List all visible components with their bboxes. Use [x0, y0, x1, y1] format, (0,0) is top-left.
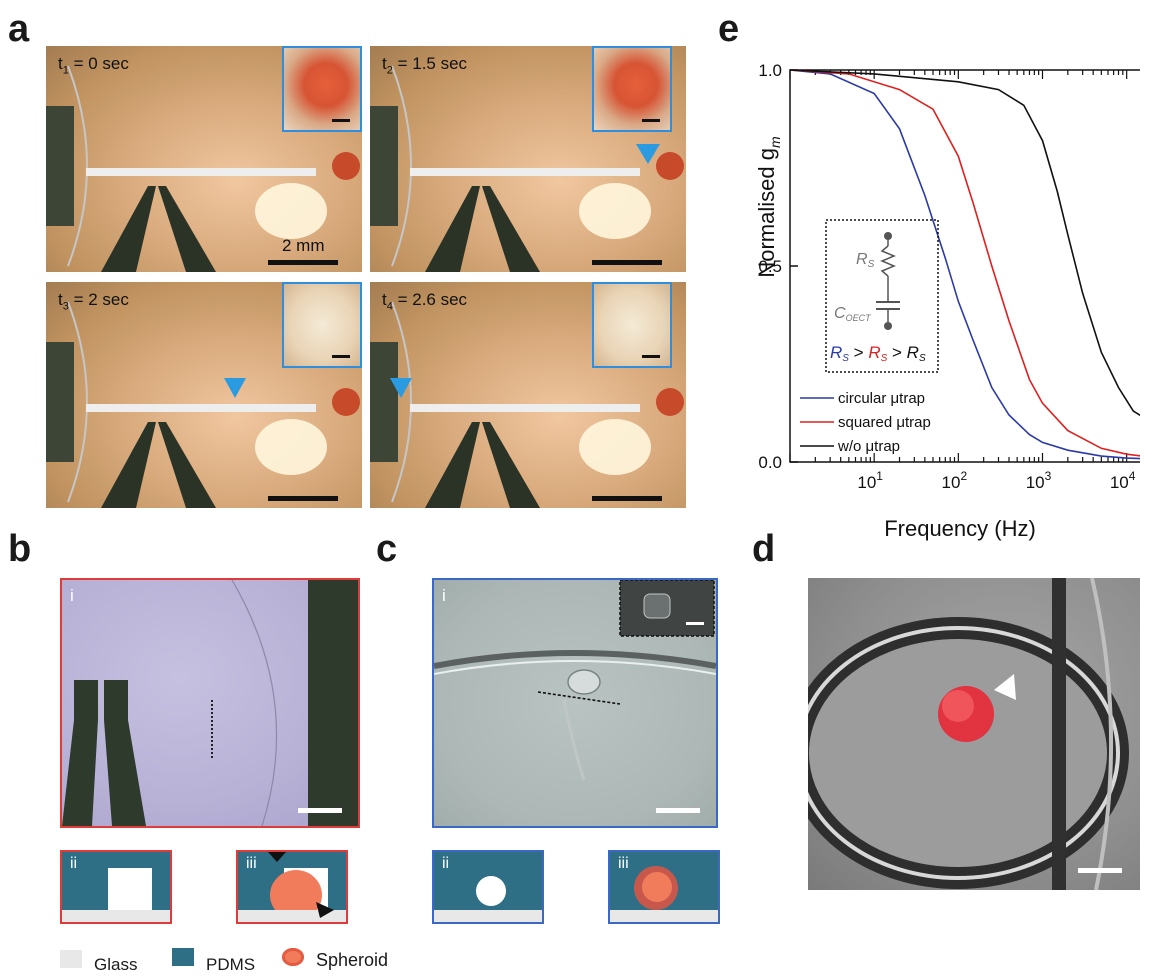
panel-d-micrograph [808, 578, 1140, 890]
rs-label: RS [856, 251, 875, 270]
panel-b-sub-i: i [70, 586, 74, 605]
scale-bar [656, 808, 700, 813]
schematic-c-iii-label: iii [618, 855, 629, 872]
legend-circular: circular μtrap [838, 390, 925, 407]
y-axis-title: Normalised gm [754, 136, 783, 278]
frequency-response-chart: 0.0 0.5 1.0 101 102 103 104 Normalised gm Freq… [754, 61, 1140, 541]
panel-label-c: c [376, 528, 398, 570]
x-tick-label: 102 [942, 469, 968, 492]
frame-1-image: t1 = 0 sec 2 mm [46, 46, 362, 272]
frame-3-image: t3 = 2 sec [46, 282, 362, 508]
scale-bar [1078, 868, 1122, 873]
coect-label: COECT [834, 305, 872, 323]
scale-bar [268, 496, 338, 501]
frame-3-time: t3 = 2 sec [58, 290, 129, 313]
frame-3-inset [282, 282, 362, 368]
frame-2-inset [592, 46, 672, 132]
series-line-0 [789, 69, 1140, 460]
schematic-b-ii: ii [60, 850, 172, 924]
y-tick-label: 0.0 [758, 453, 782, 472]
frame-2-image: t2 = 1.5 sec [370, 46, 686, 272]
rs-relation: RS > RS > RS [830, 343, 926, 364]
frame-1-inset [282, 46, 362, 132]
panel-label-e: e [718, 8, 740, 50]
x-tick-label: 103 [1026, 469, 1052, 492]
series-line-2 [789, 69, 1140, 417]
legend-without: w/o μtrap [837, 438, 900, 455]
panel-label-d: d [752, 528, 776, 570]
schematic-b-iii: iii [236, 850, 348, 924]
chart-legend: circular μtrap squared μtrap w/o μtrap [800, 390, 931, 455]
scale-bar [592, 496, 662, 501]
scale-bar [592, 260, 662, 265]
scale-bar [268, 260, 338, 265]
inset-scale-bar [686, 622, 704, 625]
schematic-c-iii: iii [608, 850, 720, 924]
legend-pdms: PDMS [206, 955, 256, 974]
circuit-inset: RS COECT RS > RS > RS [825, 219, 939, 373]
schematic-c-ii: ii [432, 850, 544, 924]
frame-1-time: t1 = 0 sec [58, 54, 129, 77]
x-tick-label: 104 [1110, 469, 1136, 492]
legend-spheroid: Spheroid [316, 950, 389, 970]
spheroid-swatch [282, 948, 304, 966]
panel-c-micrograph: i [432, 578, 718, 828]
schematic-b-iii-label: iii [246, 855, 257, 872]
panel-b-micrograph: i [60, 578, 360, 828]
frame-4-time: t4 = 2.6 sec [382, 290, 468, 313]
frame-2-time: t2 = 1.5 sec [382, 54, 468, 77]
x-axis-title: Frequency (Hz) [884, 516, 1036, 541]
y-tick-label: 1.0 [758, 61, 782, 80]
x-tick-label: 101 [857, 469, 883, 492]
legend-glass: Glass [94, 955, 138, 974]
frame-4-image: t4 = 2.6 sec [370, 282, 686, 508]
scale-bar [298, 808, 342, 813]
series-line-1 [789, 69, 1140, 457]
panel-c-sub-i: i [442, 586, 446, 605]
schematic-c-ii-label: ii [442, 855, 450, 872]
y-tick-label: 0.5 [758, 257, 782, 276]
schematic-b-ii-label: ii [70, 855, 78, 872]
frame-4-inset [592, 282, 672, 368]
scale-bar-label: 2 mm [282, 236, 325, 255]
pdms-swatch [172, 948, 194, 966]
panel-label-a: a [8, 8, 30, 50]
panel-label-b: b [8, 528, 32, 570]
legend-squared: squared μtrap [838, 414, 931, 431]
glass-swatch [60, 950, 82, 968]
